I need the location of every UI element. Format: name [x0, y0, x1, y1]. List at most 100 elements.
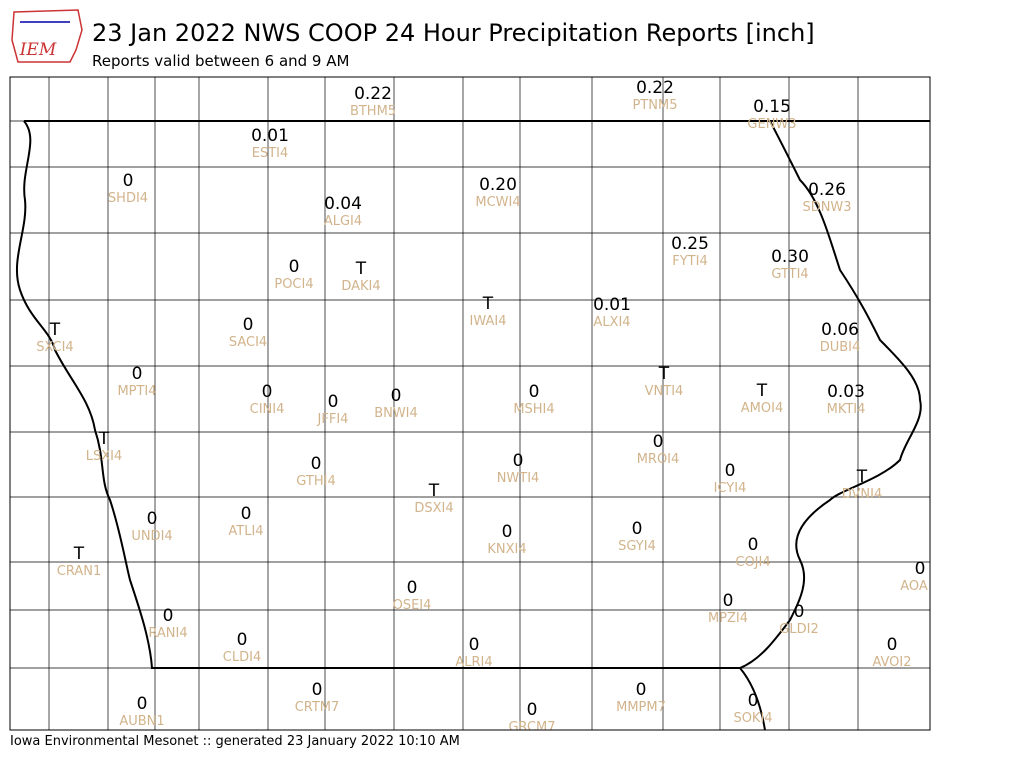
station-value: T: [428, 481, 440, 501]
station-id: GTTI4: [771, 267, 808, 282]
station-id: AUBN1: [119, 714, 164, 729]
map-frame: [9, 76, 931, 731]
station-value: 0.20: [479, 175, 517, 195]
station-value: 0: [328, 392, 339, 412]
station-id: CRAN1: [57, 564, 101, 579]
footer: Iowa Environmental Mesonet :: generated …: [10, 734, 460, 749]
station-value: 0: [289, 257, 300, 277]
station-id: MSHI4: [513, 402, 554, 417]
station-id: BTHM5: [350, 104, 396, 119]
station-id: MKTI4: [827, 402, 866, 417]
station-id: MMPM7: [616, 700, 666, 715]
station-value: 0.22: [354, 84, 392, 104]
station-id: SXCI4: [36, 340, 73, 355]
station-id: OSEI4: [393, 598, 432, 613]
subtitle: Reports valid between 6 and 9 AM: [92, 52, 349, 70]
station-id: BNWI4: [374, 406, 418, 421]
station-value: T: [658, 364, 670, 384]
station-value: 0: [915, 559, 926, 579]
station-id: GLDI2: [779, 622, 818, 637]
station-value: 0: [241, 504, 252, 524]
station-id: VNTI4: [645, 384, 684, 399]
station-id: CRTM7: [295, 700, 340, 715]
station-id: IWAI4: [470, 314, 507, 329]
station-id: SDNW3: [802, 200, 851, 215]
station-value: T: [355, 259, 367, 279]
station-value: 0.06: [821, 320, 859, 340]
station-id: DAKI4: [341, 279, 380, 294]
station-value: 0: [311, 454, 322, 474]
station-value: 0: [147, 509, 158, 529]
station-value: T: [856, 467, 868, 487]
station-value: 0: [636, 680, 647, 700]
station-id: DSXI4: [414, 501, 453, 516]
station-value: 0: [137, 694, 148, 714]
station-value: 0: [748, 535, 759, 555]
station-value: T: [98, 429, 110, 449]
state-border: [15, 120, 930, 730]
station-id: ALGI4: [324, 214, 362, 229]
station-id: NWTI4: [497, 471, 540, 486]
station-id: RANI4: [148, 626, 187, 641]
station-value: 0: [312, 680, 323, 700]
station-id: MCWI4: [475, 195, 520, 210]
station-value: 0: [725, 461, 736, 481]
title: 23 Jan 2022 NWS COOP 24 Hour Precipitati…: [92, 19, 815, 47]
station-value: T: [73, 544, 85, 564]
station-value: 0: [262, 382, 273, 402]
station-value: 0: [502, 522, 513, 542]
station-id: JFFI4: [317, 412, 349, 427]
station-id: MPZI4: [708, 611, 748, 626]
station-value: 0.15: [753, 97, 791, 117]
station-value: 0: [237, 630, 248, 650]
station-id: FYTI4: [672, 254, 707, 269]
station-value: 0: [407, 578, 418, 598]
station-id: GENW3: [747, 117, 796, 132]
station-id: SACI4: [229, 335, 267, 350]
station-value: 0.01: [593, 295, 631, 315]
logo: IEM: [11, 9, 83, 63]
station-id: DUBI4: [820, 340, 861, 355]
station-id: COJI4: [735, 555, 770, 570]
station-id: KNXI4: [487, 542, 526, 557]
station-id: MROI4: [637, 452, 680, 467]
station-id: UNDI4: [131, 529, 172, 544]
station-value: 0: [123, 171, 134, 191]
station-id: CINI4: [250, 402, 285, 417]
station-id: AVOI2: [872, 655, 911, 670]
station-id: GTHI4: [296, 474, 335, 489]
station-value: 0: [132, 364, 143, 384]
